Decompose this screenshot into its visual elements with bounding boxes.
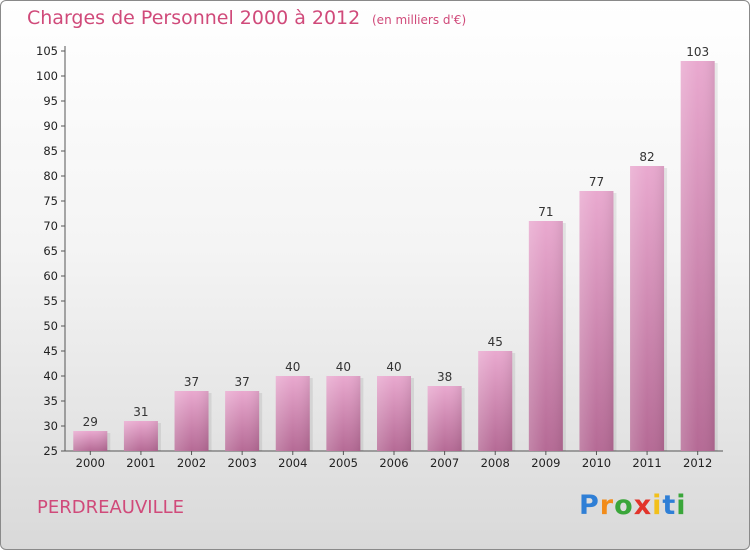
data-label: 37: [235, 375, 250, 389]
y-tick-label: 40: [43, 369, 58, 383]
data-label: 45: [488, 335, 503, 349]
bar-highlight: [123, 421, 158, 451]
y-tick-label: 45: [43, 344, 58, 358]
y-tick-label: 75: [43, 194, 58, 208]
y-tick-label: 70: [43, 219, 58, 233]
commune-name: PERDREAUVILLE: [37, 497, 185, 518]
bar-highlight: [225, 391, 260, 451]
x-tick-label: 2001: [126, 456, 155, 470]
y-tick-label: 100: [36, 69, 58, 83]
y-tick-label: 35: [43, 394, 58, 408]
y-tick-label: 80: [43, 169, 58, 183]
x-tick-label: 2007: [430, 456, 459, 470]
logo-letter: i: [652, 490, 663, 521]
x-tick-label: 2006: [379, 456, 408, 470]
bar-highlight: [275, 376, 310, 451]
y-tick-label: 85: [43, 144, 58, 158]
y-tick-label: 105: [36, 44, 58, 58]
x-tick-label: 2002: [177, 456, 206, 470]
data-label: 40: [386, 360, 401, 374]
y-tick-label: 25: [43, 444, 58, 458]
data-label: 31: [133, 405, 148, 419]
bar-highlight: [630, 166, 665, 451]
y-tick-label: 50: [43, 319, 58, 333]
x-tick-label: 2012: [683, 456, 712, 470]
logo-letter: t: [662, 490, 677, 521]
logo-letter: r: [599, 490, 615, 521]
data-label: 103: [686, 45, 709, 59]
bar-highlight: [174, 391, 209, 451]
data-label: 71: [538, 205, 553, 219]
proxiti-logo: Proxiti: [579, 490, 687, 521]
y-tick-label: 65: [43, 244, 58, 258]
bar-highlight: [478, 351, 513, 451]
data-label: 40: [336, 360, 351, 374]
x-tick-label: 2010: [582, 456, 611, 470]
x-tick-label: 2004: [278, 456, 307, 470]
x-tick-label: 2000: [76, 456, 105, 470]
chart-title: Charges de Personnel 2000 à 2012: [27, 7, 361, 29]
bar-highlight: [73, 431, 108, 451]
data-label: 29: [83, 415, 98, 429]
y-tick-label: 30: [43, 419, 58, 433]
data-label: 82: [639, 150, 654, 164]
x-tick-label: 2008: [481, 456, 510, 470]
logo-letter: i: [676, 490, 687, 521]
bar-highlight: [680, 61, 715, 451]
bar-highlight: [427, 386, 462, 451]
data-label: 38: [437, 370, 452, 384]
bar-highlight: [377, 376, 411, 451]
data-label: 40: [285, 360, 300, 374]
y-tick-label: 95: [43, 94, 58, 108]
logo-letter: P: [579, 490, 600, 521]
y-tick-label: 55: [43, 294, 58, 308]
y-tick-label: 90: [43, 119, 58, 133]
bar-highlight: [528, 221, 563, 451]
y-tick-label: 60: [43, 269, 58, 283]
x-tick-label: 2005: [329, 456, 358, 470]
x-tick-label: 2011: [632, 456, 661, 470]
logo-letter: x: [633, 490, 653, 521]
x-tick-label: 2009: [531, 456, 560, 470]
chart-subtitle: (en milliers d'€): [372, 13, 467, 27]
logo-letter: o: [614, 490, 634, 521]
bar-highlight: [326, 376, 361, 451]
data-label: 37: [184, 375, 199, 389]
data-label: 77: [589, 175, 604, 189]
bar-highlight: [579, 191, 614, 451]
x-tick-label: 2003: [228, 456, 257, 470]
